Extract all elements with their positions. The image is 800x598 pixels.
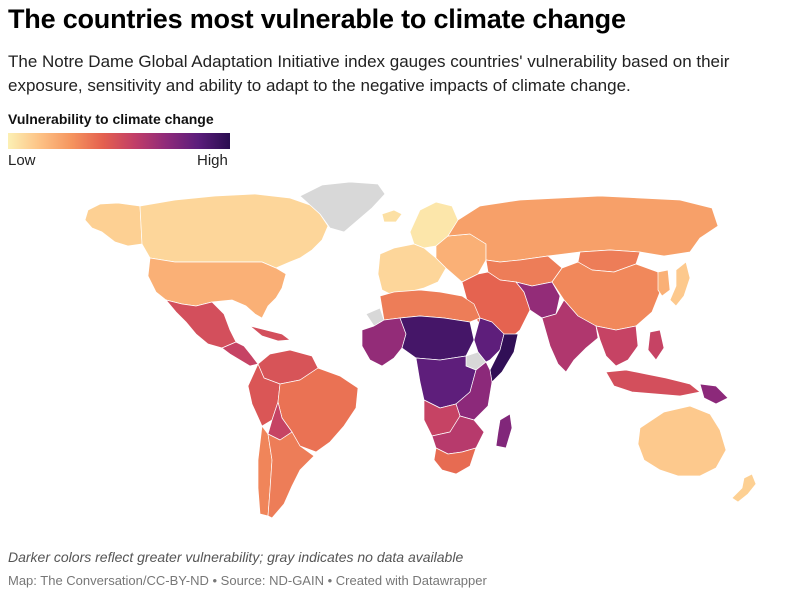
region-argentina (267, 431, 315, 519)
region-iceland (381, 209, 403, 223)
legend-color-ramp (8, 133, 230, 149)
region-korea (657, 269, 671, 297)
footer-separator: • (327, 573, 333, 588)
region-southeast-asia (595, 325, 639, 367)
region-alaska (84, 202, 143, 247)
world-map (84, 181, 757, 519)
legend-high-label: High (197, 152, 228, 169)
region-central-america (221, 341, 259, 367)
region-indonesia (605, 369, 701, 397)
region-canada (139, 193, 329, 269)
chart-title: The countries most vulnerable to climate… (8, 4, 626, 34)
region-australia (637, 405, 727, 477)
legend-low-label: Low (8, 152, 36, 169)
region-mexico (165, 299, 237, 349)
region-west-africa (361, 317, 407, 367)
source-credit: Source: ND-GAIN (220, 573, 324, 588)
region-russia (447, 195, 719, 263)
chart-subtitle: The Notre Dame Global Adaptation Initiat… (8, 52, 730, 95)
region-south-africa (433, 447, 477, 475)
map-note: Darker colors reflect greater vulnerabil… (8, 549, 464, 565)
region-new-zealand (731, 473, 757, 503)
map-footer: Map: The Conversation/CC-BY-ND • Source:… (8, 573, 487, 588)
region-japan (669, 261, 691, 307)
region-caribbean (249, 325, 291, 342)
created-with-credit: Created with Datawrapper (335, 573, 487, 588)
legend-title: Vulnerability to climate change (8, 111, 214, 127)
region-south-asia (541, 299, 599, 373)
region-papua-new-guinea (699, 383, 729, 405)
region-western-europe (377, 243, 447, 297)
region-madagascar (495, 413, 513, 449)
map-credit: Map: The Conversation/CC-BY-ND (8, 573, 209, 588)
region-greenland (299, 181, 386, 233)
region-philippines (647, 329, 665, 361)
footer-separator: • (212, 573, 218, 588)
region-sahel (399, 315, 475, 361)
region-east-africa (455, 361, 493, 421)
